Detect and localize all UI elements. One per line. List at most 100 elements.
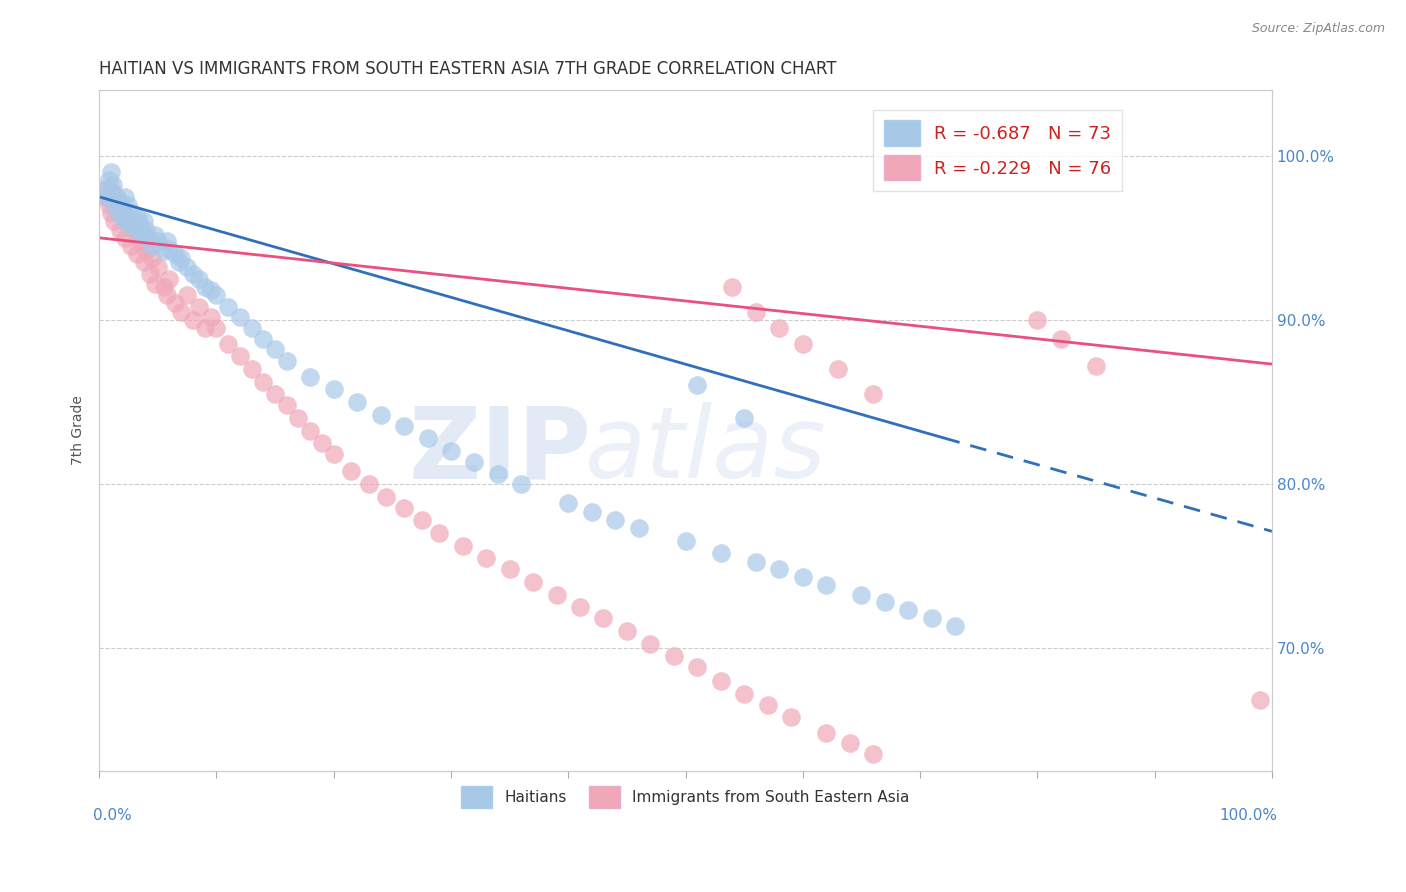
Point — [105, 190, 128, 204]
Point — [217, 300, 239, 314]
Point — [156, 234, 179, 248]
Point — [510, 476, 533, 491]
Point — [756, 698, 779, 712]
Point — [686, 378, 709, 392]
Y-axis label: 7th Grade: 7th Grade — [72, 395, 86, 466]
Point — [176, 260, 198, 275]
Point — [176, 288, 198, 302]
Point — [103, 214, 125, 228]
Point — [165, 247, 187, 261]
Point — [107, 206, 129, 220]
Point — [131, 226, 153, 240]
Point — [120, 239, 142, 253]
Point — [217, 337, 239, 351]
Point — [94, 190, 117, 204]
Point — [165, 296, 187, 310]
Point — [581, 505, 603, 519]
Point — [205, 321, 228, 335]
Point — [616, 624, 638, 639]
Point — [135, 222, 157, 236]
Point — [411, 513, 433, 527]
Point — [322, 382, 344, 396]
Point — [710, 673, 733, 688]
Point — [1249, 693, 1271, 707]
Point — [862, 747, 884, 762]
Point — [229, 349, 252, 363]
Point — [156, 288, 179, 302]
Point — [768, 321, 790, 335]
Point — [240, 321, 263, 335]
Point — [187, 272, 209, 286]
Point — [370, 408, 392, 422]
Point — [114, 190, 136, 204]
Point — [205, 288, 228, 302]
Point — [416, 431, 439, 445]
Point — [194, 280, 217, 294]
Point — [103, 178, 125, 193]
Legend: Haitians, Immigrants from South Eastern Asia: Haitians, Immigrants from South Eastern … — [456, 780, 915, 814]
Point — [96, 190, 118, 204]
Point — [827, 362, 849, 376]
Point — [97, 173, 120, 187]
Point — [322, 447, 344, 461]
Point — [132, 255, 155, 269]
Point — [145, 277, 167, 291]
Point — [110, 222, 132, 236]
Point — [392, 419, 415, 434]
Point — [94, 181, 117, 195]
Point — [100, 165, 122, 179]
Point — [159, 272, 181, 286]
Text: atlas: atlas — [585, 402, 827, 500]
Point — [921, 611, 943, 625]
Point — [252, 333, 274, 347]
Point — [299, 425, 322, 439]
Point — [640, 637, 662, 651]
Point — [240, 362, 263, 376]
Point — [187, 300, 209, 314]
Point — [780, 709, 803, 723]
Text: ZIP: ZIP — [409, 402, 592, 500]
Point — [100, 206, 122, 220]
Point — [159, 242, 181, 256]
Point — [96, 181, 118, 195]
Point — [181, 313, 204, 327]
Point — [427, 525, 450, 540]
Point — [141, 251, 163, 265]
Text: 0.0%: 0.0% — [93, 808, 132, 823]
Point — [252, 375, 274, 389]
Point — [141, 239, 163, 253]
Text: 100.0%: 100.0% — [1220, 808, 1278, 823]
Point — [129, 218, 152, 232]
Point — [111, 202, 134, 216]
Point — [264, 386, 287, 401]
Point — [110, 194, 132, 209]
Point — [229, 310, 252, 324]
Point — [170, 304, 193, 318]
Point — [451, 539, 474, 553]
Point — [129, 234, 152, 248]
Point — [124, 222, 146, 236]
Point — [117, 210, 139, 224]
Point — [357, 476, 380, 491]
Point — [100, 185, 122, 199]
Point — [132, 214, 155, 228]
Point — [897, 603, 920, 617]
Point — [181, 267, 204, 281]
Point — [276, 353, 298, 368]
Point — [340, 464, 363, 478]
Point — [121, 206, 143, 220]
Point — [276, 398, 298, 412]
Point — [815, 726, 838, 740]
Text: HAITIAN VS IMMIGRANTS FROM SOUTH EASTERN ASIA 7TH GRADE CORRELATION CHART: HAITIAN VS IMMIGRANTS FROM SOUTH EASTERN… — [100, 60, 837, 78]
Point — [1085, 359, 1108, 373]
Point — [721, 280, 744, 294]
Point — [710, 546, 733, 560]
Point — [103, 198, 125, 212]
Point — [346, 394, 368, 409]
Point — [873, 595, 896, 609]
Point — [862, 386, 884, 401]
Point — [662, 648, 685, 663]
Point — [627, 521, 650, 535]
Point — [114, 231, 136, 245]
Point — [733, 687, 755, 701]
